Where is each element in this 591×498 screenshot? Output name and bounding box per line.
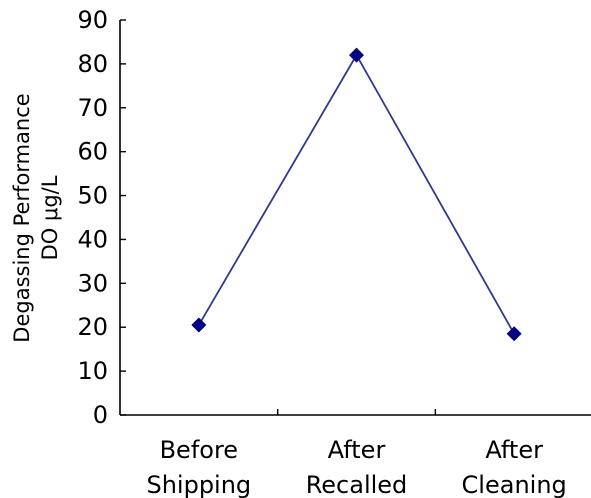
x-axis: Before Shipping After Recalled After Cleaning <box>120 409 591 498</box>
x-tick-label: After <box>328 436 386 464</box>
x-tick-label: Cleaning <box>462 471 567 498</box>
y-axis: 0 10 20 30 40 50 60 70 80 90 <box>77 6 126 429</box>
y-tick-label: 0 <box>93 401 108 429</box>
series-line <box>198 53 515 335</box>
y-tick-label: 40 <box>77 225 108 253</box>
y-tick-label: 20 <box>77 313 108 341</box>
y-axis-title: Degassing Performance DO μg/L <box>10 93 62 342</box>
y-tick-label: 70 <box>77 94 108 122</box>
data-point-marker <box>506 326 522 342</box>
data-point-marker <box>191 317 207 333</box>
x-tick-label: Shipping <box>146 471 251 498</box>
y-tick-label: 30 <box>77 269 108 297</box>
data-point-marker <box>349 47 364 63</box>
y-tick-label: 10 <box>77 357 108 385</box>
y-axis-title-line: Degassing Performance <box>10 93 34 342</box>
x-tick-label: Recalled <box>306 471 408 498</box>
x-tick-label: Before <box>160 436 238 464</box>
x-tick-label: After <box>485 436 543 464</box>
y-tick-label: 90 <box>77 6 108 34</box>
y-tick-label: 50 <box>77 182 108 210</box>
series-layer <box>191 47 522 342</box>
y-tick-label: 60 <box>77 138 108 166</box>
y-tick-label: 80 <box>77 50 108 78</box>
y-axis-title-line: DO μg/L <box>38 175 62 260</box>
